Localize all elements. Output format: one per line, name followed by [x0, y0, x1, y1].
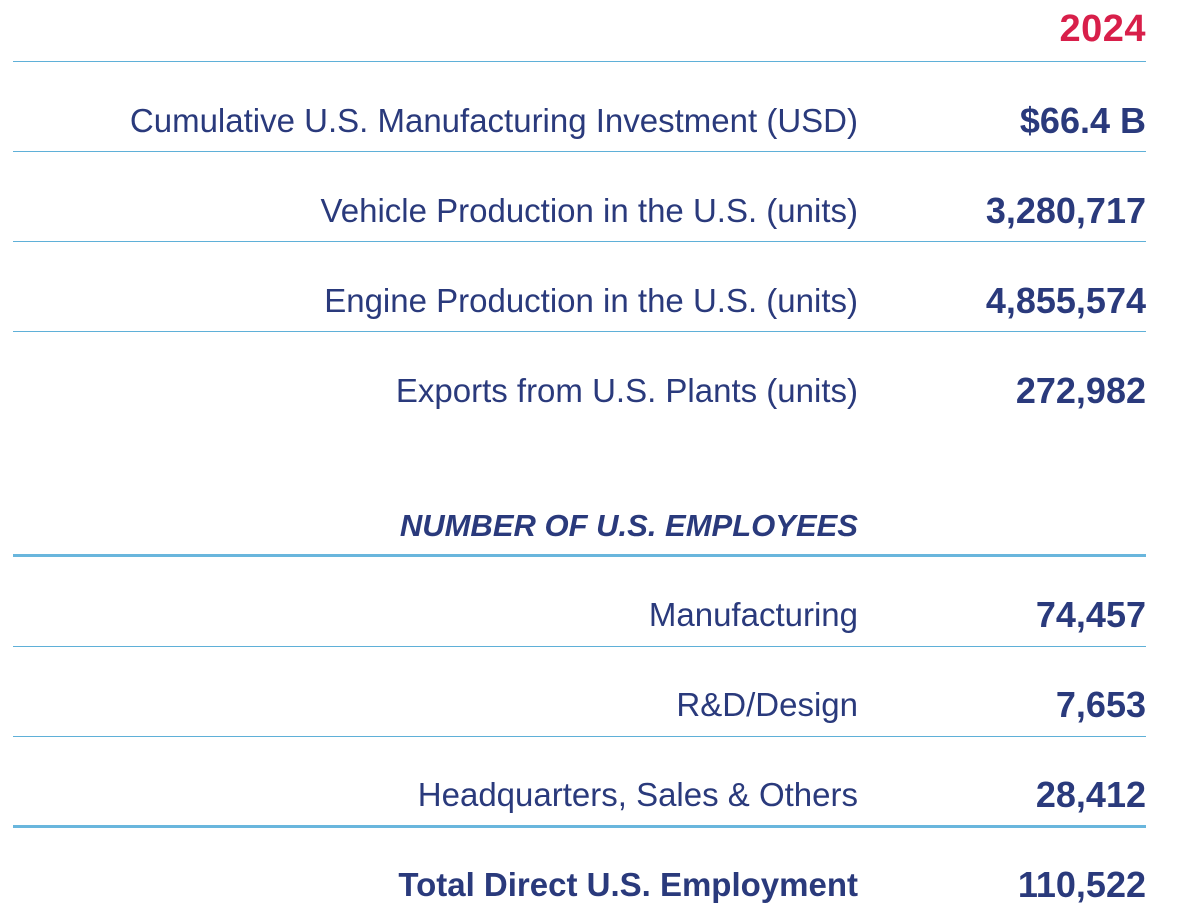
row-divider [13, 646, 1146, 647]
section-rule [13, 554, 1146, 557]
metric-row-engine-production: Engine Production in the U.S. (units) 4,… [0, 276, 1200, 326]
employee-label: Manufacturing [648, 596, 858, 633]
employee-label: R&D/Design [676, 686, 858, 723]
total-row: Total Direct U.S. Employment 110,522 [0, 860, 1200, 910]
metric-value: 4,855,574 [985, 280, 1146, 321]
section-heading-employees: NUMBER OF U.S. EMPLOYEES [399, 508, 858, 543]
metric-row-vehicle-production: Vehicle Production in the U.S. (units) 3… [0, 186, 1200, 236]
employee-row-manufacturing: Manufacturing 74,457 [0, 590, 1200, 640]
total-label: Total Direct U.S. Employment [398, 866, 858, 903]
metric-label: Cumulative U.S. Manufacturing Investment… [129, 102, 858, 139]
employee-value: 28,412 [1035, 774, 1146, 815]
employee-label: Headquarters, Sales & Others [417, 776, 858, 813]
metric-value: 3,280,717 [985, 190, 1146, 231]
metric-label: Exports from U.S. Plants (units) [395, 372, 858, 409]
employee-value: 7,653 [1055, 684, 1146, 725]
metric-value: $66.4 B [1019, 100, 1146, 141]
metric-row-exports: Exports from U.S. Plants (units) 272,982 [0, 366, 1200, 416]
row-divider [13, 151, 1146, 152]
year-header: 2024 [1059, 8, 1146, 50]
row-divider [13, 331, 1146, 332]
metric-value: 272,982 [1015, 370, 1146, 411]
total-rule [13, 825, 1146, 828]
metric-label: Vehicle Production in the U.S. (units) [320, 192, 858, 229]
employee-value: 74,457 [1035, 594, 1146, 635]
row-divider [13, 241, 1146, 242]
total-value: 110,522 [1017, 864, 1146, 905]
row-divider [13, 736, 1146, 737]
employee-row-headquarters: Headquarters, Sales & Others 28,412 [0, 770, 1200, 820]
metric-row-investment: Cumulative U.S. Manufacturing Investment… [0, 96, 1200, 146]
employee-row-rd-design: R&D/Design 7,653 [0, 680, 1200, 730]
header-rule [13, 61, 1146, 62]
metric-label: Engine Production in the U.S. (units) [324, 282, 858, 319]
